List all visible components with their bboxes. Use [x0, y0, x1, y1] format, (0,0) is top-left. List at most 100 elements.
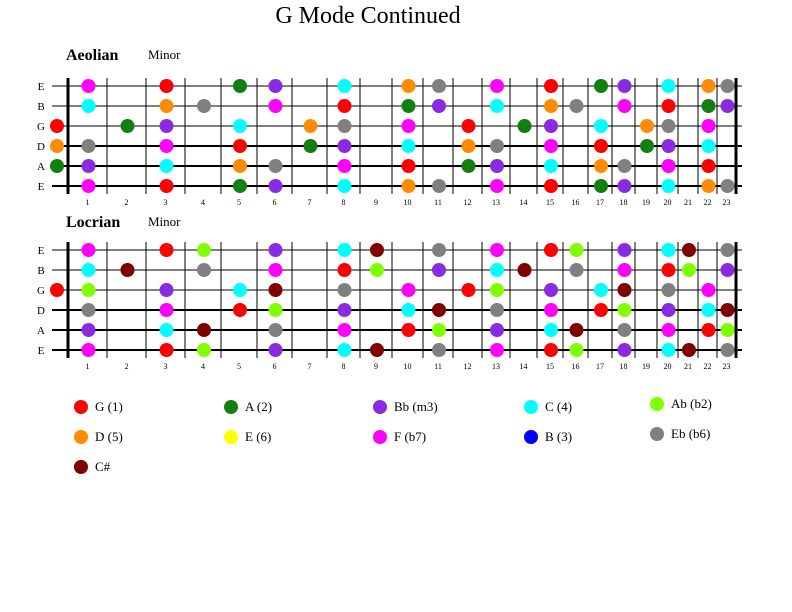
- note-dot-eb: [432, 179, 446, 193]
- note-dot-f: [159, 303, 174, 317]
- note-dot-f: [81, 243, 96, 257]
- note-dot-d: [701, 179, 716, 193]
- diagram-quality-aeolian: Minor: [148, 47, 181, 62]
- fret-number: 19: [642, 198, 650, 207]
- note-dot-f: [490, 179, 504, 193]
- note-dot-g: [337, 99, 352, 113]
- note-dot-bb: [337, 303, 352, 317]
- note-dot-d: [50, 139, 64, 153]
- note-dot-g: [594, 139, 608, 153]
- note-dot-d: [594, 159, 608, 173]
- fret-number: 7: [308, 198, 312, 207]
- note-dot-db: [517, 263, 532, 277]
- note-dot-bb: [268, 343, 283, 357]
- note-dot-bb: [720, 99, 735, 113]
- note-dot-bb: [81, 159, 96, 173]
- note-dot-eb: [661, 283, 676, 297]
- note-dot-ab: [81, 283, 96, 297]
- fret-number: 9: [374, 198, 378, 207]
- note-dot-eb: [490, 303, 504, 317]
- legend-swatch-eb: [650, 427, 664, 441]
- note-dot-g: [701, 323, 716, 337]
- fret-number: 14: [520, 362, 528, 371]
- note-dot-c: [337, 343, 352, 357]
- note-dot-db: [370, 243, 384, 257]
- note-dot-f: [159, 139, 174, 153]
- note-dot-c: [544, 159, 558, 173]
- fret-number: 6: [273, 198, 277, 207]
- note-dot-a: [303, 139, 318, 153]
- note-dot-eb: [337, 119, 352, 133]
- string-label: G: [37, 121, 45, 133]
- fret-number: 3: [164, 198, 168, 207]
- note-dot-c: [337, 79, 352, 93]
- note-dot-c: [661, 343, 676, 357]
- note-dot-a: [701, 99, 716, 113]
- note-dot-ab: [197, 343, 211, 357]
- note-dot-f: [701, 283, 716, 297]
- fret-number: 8: [342, 198, 346, 207]
- note-dot-f: [490, 343, 504, 357]
- fret-number: 8: [342, 362, 346, 371]
- note-dot-f: [268, 263, 283, 277]
- note-dot-bb: [268, 79, 283, 93]
- note-dot-eb: [81, 139, 96, 153]
- note-dot-f: [661, 323, 676, 337]
- note-dot-bb: [490, 159, 504, 173]
- fret-number: 12: [464, 198, 472, 207]
- note-dot-ab: [197, 243, 211, 257]
- fret-number: 10: [404, 362, 412, 371]
- note-dot-c: [661, 79, 676, 93]
- note-dot-db: [682, 343, 696, 357]
- note-dot-db: [432, 303, 446, 317]
- legend-swatch-b: [524, 430, 538, 444]
- string-label: E: [38, 181, 45, 193]
- note-dot-a: [233, 179, 247, 193]
- note-dot-d: [544, 99, 558, 113]
- note-dot-d: [401, 179, 416, 193]
- note-dot-g: [159, 243, 174, 257]
- note-dot-bb: [720, 263, 735, 277]
- note-dot-f: [617, 263, 632, 277]
- fret-number: 11: [434, 362, 442, 371]
- note-dot-d: [303, 119, 318, 133]
- note-dot-g: [544, 179, 558, 193]
- string-label: G: [37, 285, 45, 297]
- note-dot-a: [401, 99, 416, 113]
- note-dot-ab: [617, 303, 632, 317]
- note-dot-g: [544, 79, 558, 93]
- fret-number: 20: [664, 362, 672, 371]
- legend-swatch-ab: [650, 397, 664, 411]
- fret-number: 9: [374, 362, 378, 371]
- note-dot-g: [544, 243, 558, 257]
- legend-swatch-e: [224, 430, 238, 444]
- note-dot-bb: [81, 323, 96, 337]
- string-label: A: [37, 161, 45, 173]
- fret-number: 16: [572, 198, 580, 207]
- note-dot-c: [661, 243, 676, 257]
- note-dot-eb: [432, 79, 446, 93]
- fret-number: 5: [237, 198, 241, 207]
- note-dot-f: [401, 283, 416, 297]
- string-label: B: [37, 265, 44, 277]
- fret-number: 15: [546, 362, 554, 371]
- note-dot-f: [337, 323, 352, 337]
- string-label: D: [37, 141, 45, 153]
- note-dot-a: [594, 179, 608, 193]
- note-dot-eb: [569, 99, 584, 113]
- fret-number: 16: [572, 362, 580, 371]
- page-title: G Mode Continued: [275, 3, 461, 29]
- fret-number: 21: [684, 198, 692, 207]
- note-dot-f: [490, 243, 504, 257]
- note-dot-eb: [197, 99, 211, 113]
- fret-number: 23: [723, 362, 731, 371]
- note-dot-c: [337, 243, 352, 257]
- note-dot-g: [661, 99, 676, 113]
- note-dot-bb: [490, 323, 504, 337]
- note-dot-bb: [617, 179, 632, 193]
- note-dot-bb: [661, 139, 676, 153]
- note-dot-a: [233, 79, 247, 93]
- note-dot-c: [661, 179, 676, 193]
- legend-swatch-c-sharp: [74, 460, 88, 474]
